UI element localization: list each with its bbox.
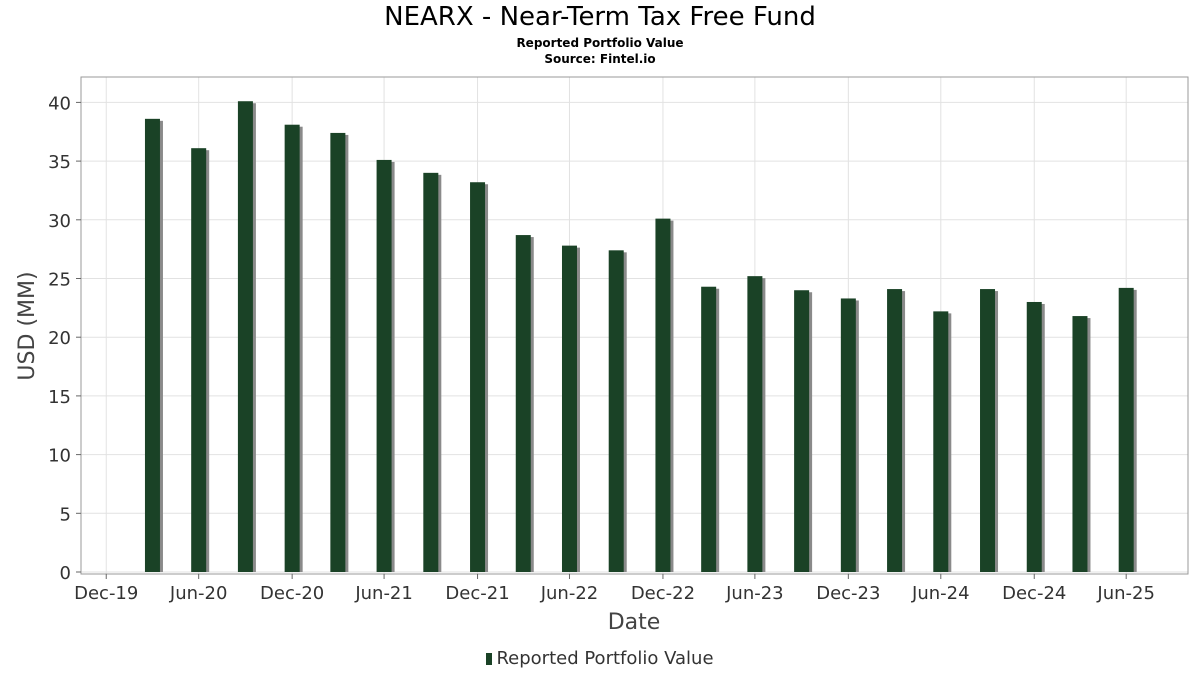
x-tick-label: Jun-23 bbox=[725, 583, 784, 604]
x-tick-label: Jun-21 bbox=[354, 583, 413, 604]
x-tick-label: Dec-21 bbox=[445, 583, 509, 604]
y-tick-label: 30 bbox=[48, 211, 71, 232]
bar bbox=[1118, 287, 1134, 572]
bar bbox=[1026, 301, 1042, 572]
bar bbox=[330, 132, 346, 572]
y-tick-label: 15 bbox=[48, 387, 71, 408]
bar bbox=[840, 298, 856, 572]
bar bbox=[794, 290, 810, 572]
x-tick-label: Jun-24 bbox=[911, 583, 970, 604]
bar bbox=[887, 289, 903, 572]
chart-source: Source: Fintel.io bbox=[544, 52, 656, 66]
legend-label: Reported Portfolio Value bbox=[496, 648, 714, 669]
bars bbox=[144, 101, 1137, 573]
bar bbox=[237, 101, 253, 572]
plot-frame bbox=[80, 76, 1189, 575]
x-tick-label: Dec-23 bbox=[816, 583, 880, 604]
y-tick-label: 0 bbox=[60, 563, 71, 584]
bar bbox=[423, 172, 439, 572]
bar bbox=[515, 235, 531, 572]
legend: Reported Portfolio Value bbox=[0, 648, 1200, 669]
bar bbox=[191, 148, 207, 572]
y-tick-label: 35 bbox=[48, 152, 71, 173]
legend-swatch bbox=[486, 653, 493, 665]
chart-title: NEARX - Near-Term Tax Free Fund bbox=[384, 2, 816, 32]
y-tick-label: 25 bbox=[48, 270, 71, 291]
x-tick-label: Jun-22 bbox=[540, 583, 599, 604]
x-axis-label: Date bbox=[608, 610, 661, 635]
y-tick-label: 20 bbox=[48, 328, 71, 349]
x-tick-label: Dec-19 bbox=[74, 583, 138, 604]
bar bbox=[470, 182, 486, 572]
bar bbox=[701, 286, 717, 572]
bar bbox=[376, 159, 392, 572]
bar bbox=[1072, 316, 1088, 572]
bar bbox=[980, 289, 996, 572]
bar bbox=[608, 250, 624, 572]
axes: 0 5 10 15 20 25 30 35 40 Dec-19 Jun-20 Dec-20 Jun-21… bbox=[48, 93, 1155, 604]
bar-chart: 0 5 10 15 20 25 30 35 40 Dec-19 Jun-20 Dec-20 Jun-21… bbox=[15, 76, 1189, 635]
bar bbox=[284, 124, 300, 573]
x-tick-label: Jun-25 bbox=[1096, 583, 1155, 604]
bar bbox=[747, 276, 763, 572]
chart-subtitle: Reported Portfolio Value bbox=[516, 36, 684, 50]
y-tick-label: 5 bbox=[60, 504, 71, 525]
bar bbox=[655, 218, 671, 572]
bar bbox=[144, 118, 160, 572]
y-axis-label: USD (MM) bbox=[15, 271, 40, 380]
x-tick-label: Dec-24 bbox=[1002, 583, 1066, 604]
y-tick-label: 40 bbox=[48, 93, 71, 114]
x-tick-label: Dec-22 bbox=[631, 583, 695, 604]
bar bbox=[561, 245, 577, 573]
y-tick-label: 10 bbox=[48, 446, 71, 467]
x-tick-label: Jun-20 bbox=[169, 583, 228, 604]
x-tick-label: Dec-20 bbox=[260, 583, 324, 604]
bar bbox=[933, 311, 949, 572]
